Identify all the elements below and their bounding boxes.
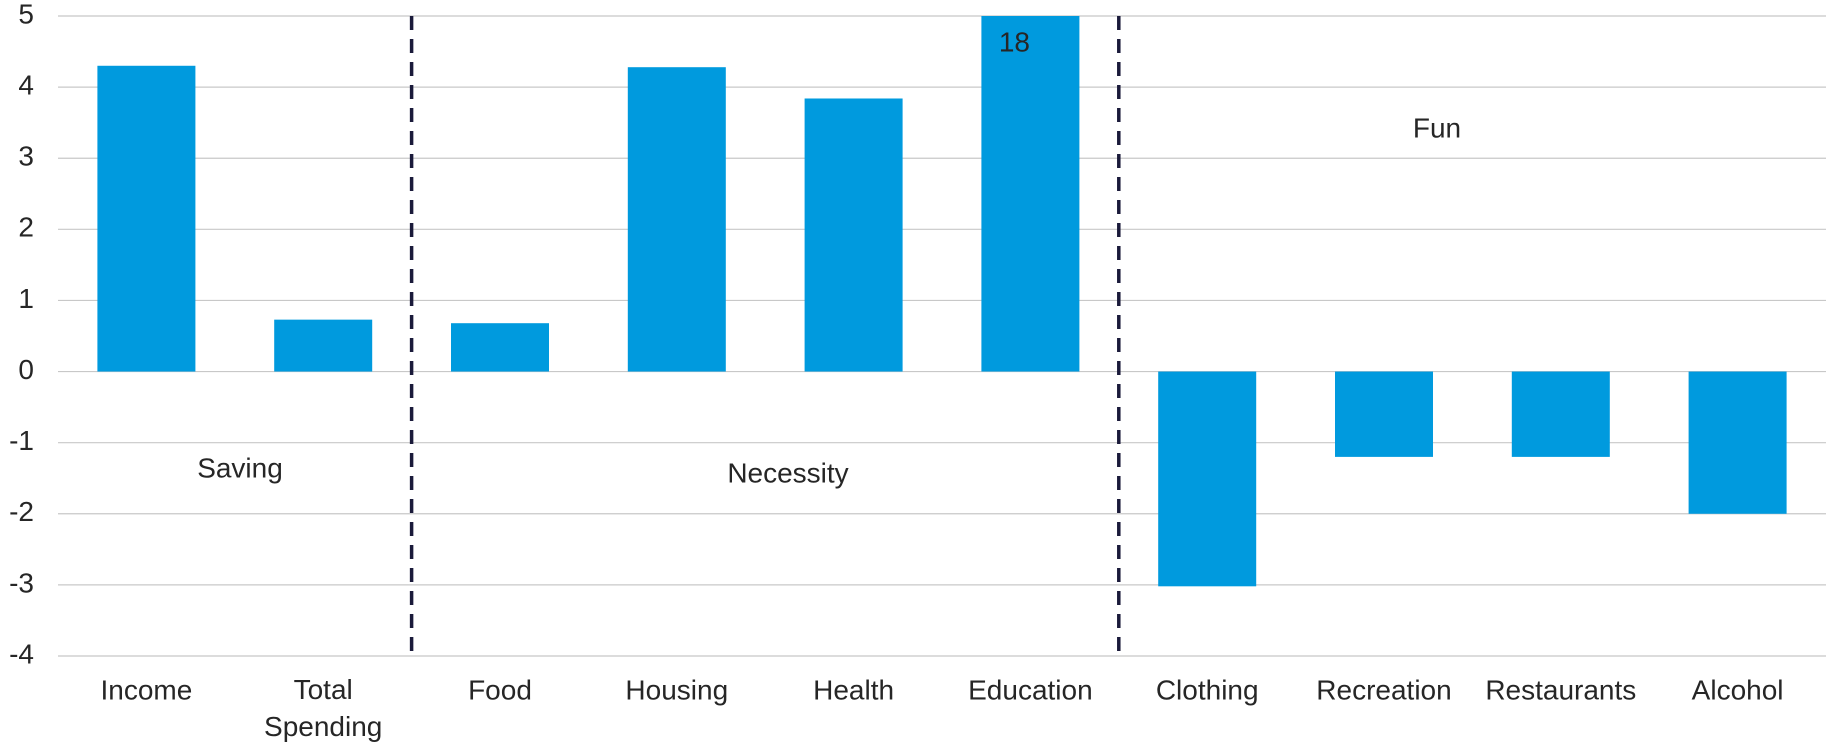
group-label: Saving	[197, 452, 283, 483]
x-tick-label: Income	[100, 674, 192, 705]
y-tick-label: 0	[18, 354, 34, 385]
y-tick-label: 4	[18, 70, 34, 101]
x-tick-label: Health	[813, 674, 894, 705]
x-tick-label: Alcohol	[1692, 674, 1784, 705]
x-tick-label: Restaurants	[1485, 674, 1636, 705]
x-tick-label: Food	[468, 674, 532, 705]
bar	[627, 67, 726, 372]
y-tick-label: -3	[9, 567, 34, 598]
x-tick-label: Recreation	[1316, 674, 1451, 705]
x-tick-label: Total Spending	[264, 674, 382, 742]
bar	[274, 319, 373, 372]
y-tick-label: -1	[9, 425, 34, 456]
bar	[1158, 371, 1257, 587]
y-tick-label: 3	[18, 141, 34, 172]
y-tick-label: 5	[18, 0, 34, 29]
bars	[97, 16, 1787, 587]
group-label: Necessity	[727, 457, 848, 488]
x-tick-label: Housing	[625, 674, 728, 705]
bar	[804, 98, 903, 372]
y-tick-label: -2	[9, 496, 34, 527]
x-tick-label: Clothing	[1156, 674, 1259, 705]
y-tick-label: -4	[9, 638, 34, 669]
y-tick-label: 1	[18, 283, 34, 314]
bar	[1511, 371, 1610, 457]
data-label: 18	[999, 26, 1030, 57]
bar	[451, 323, 549, 372]
bar	[981, 16, 1080, 372]
bar	[1335, 371, 1433, 457]
bar	[1688, 371, 1787, 514]
y-tick-label: 2	[18, 212, 34, 243]
bar	[97, 65, 196, 372]
x-tick-label: Education	[968, 674, 1093, 705]
group-label: Fun	[1413, 112, 1461, 143]
